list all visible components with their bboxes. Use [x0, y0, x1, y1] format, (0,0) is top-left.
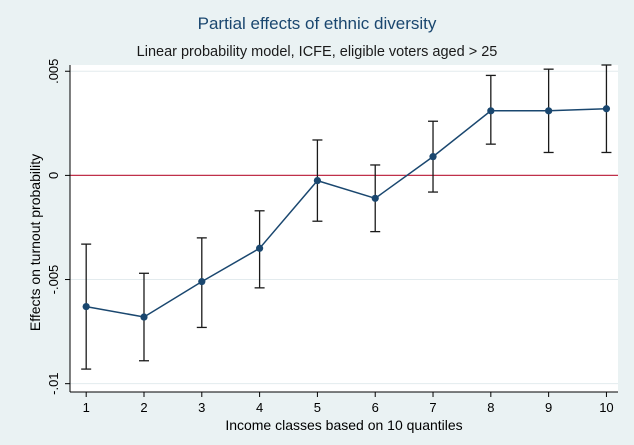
chart-title: Partial effects of ethnic diversity [197, 14, 437, 33]
data-point [198, 278, 206, 286]
data-point [82, 303, 90, 311]
x-tick-label: 9 [545, 400, 552, 415]
data-point [487, 107, 495, 115]
y-tick-label: .005 [46, 59, 61, 84]
error-bars [81, 64, 612, 370]
y-tick-label: 0 [46, 172, 61, 179]
data-point [140, 313, 148, 321]
x-tick-label: 8 [487, 400, 494, 415]
x-tick-label: 1 [83, 400, 90, 415]
x-tick-label: 5 [314, 400, 321, 415]
x-tick-label: 2 [140, 400, 147, 415]
x-axis-label: Income classes based on 10 quantiles [225, 417, 462, 433]
x-tick-label: 10 [599, 400, 613, 415]
data-point [371, 194, 379, 202]
series-line [86, 107, 607, 318]
data-point [429, 153, 437, 161]
plot-area [70, 65, 618, 392]
y-tick-label: -.005 [46, 265, 61, 295]
x-tick-label: 4 [256, 400, 263, 415]
x-tick-label: 3 [198, 400, 205, 415]
data-point [313, 176, 322, 185]
series-line-layer [86, 107, 607, 318]
chart-subtitle: Linear probability model, ICFE, eligible… [136, 44, 498, 60]
data-point [602, 105, 611, 113]
x-tick-label: 7 [429, 400, 436, 415]
data-point [545, 107, 553, 115]
axes: -.01 -.005 0 .005 1 2 3 4 5 6 7 8 9 10 [46, 59, 618, 415]
data-points [82, 105, 611, 321]
y-axis-label: Effects on turnout probability [27, 154, 43, 331]
data-point [256, 244, 264, 252]
x-tick-label: 6 [372, 400, 379, 415]
y-tick-label: -.01 [46, 372, 61, 394]
